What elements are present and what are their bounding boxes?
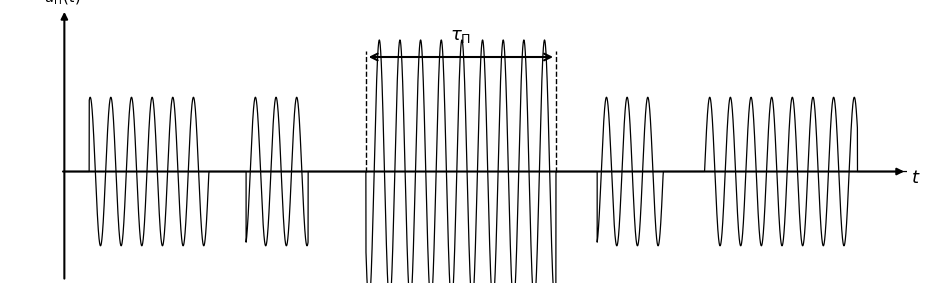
Text: $\tau_{\Pi}$: $\tau_{\Pi}$ <box>451 26 471 45</box>
Text: $t$: $t$ <box>911 169 921 187</box>
Text: $u_{\Pi}(t)$: $u_{\Pi}(t)$ <box>44 0 80 8</box>
